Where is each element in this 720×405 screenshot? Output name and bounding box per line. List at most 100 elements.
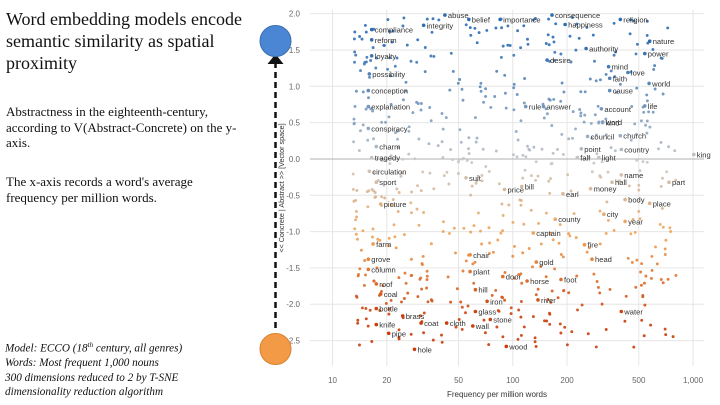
x-tick-label: 50 (454, 376, 463, 385)
data-point (407, 129, 411, 133)
data-point (506, 43, 510, 47)
data-point (391, 198, 395, 202)
data-point (571, 136, 574, 140)
data-point (356, 274, 360, 278)
y-tick-label: -1.5 (286, 264, 300, 273)
data-point (362, 283, 366, 287)
data-point (361, 229, 365, 233)
data-point (661, 92, 665, 96)
point-plant (468, 269, 472, 274)
data-point (559, 99, 563, 103)
data-point (567, 137, 571, 141)
data-point (592, 161, 596, 165)
data-point (664, 333, 668, 337)
data-point (407, 125, 411, 129)
data-point (509, 312, 513, 316)
data-point (361, 90, 365, 94)
point-label-head: head (595, 255, 612, 264)
point-iron (485, 299, 489, 304)
point-label-bottle: bottle (379, 305, 398, 314)
data-point (384, 120, 387, 124)
data-point (368, 75, 371, 79)
data-point (449, 148, 453, 152)
data-point (363, 23, 367, 27)
data-point (404, 89, 408, 93)
point-picture (378, 202, 383, 206)
data-point (572, 212, 576, 216)
point-label-iron: iron (490, 297, 503, 306)
point-label-suit: suit (469, 174, 482, 183)
x-tick-label: 20 (382, 376, 391, 385)
data-point (585, 25, 589, 29)
data-point (499, 231, 503, 235)
data-point (634, 285, 638, 289)
point-integrity (421, 23, 426, 28)
data-point (387, 236, 391, 240)
data-point (360, 37, 364, 41)
data-point (612, 53, 616, 57)
data-point (645, 93, 649, 97)
data-point (556, 147, 559, 151)
data-point (415, 100, 419, 104)
data-point (635, 158, 639, 162)
data-point (635, 258, 639, 262)
data-point (416, 38, 420, 42)
data-point (527, 247, 531, 250)
point-cause (607, 88, 612, 93)
point-belief (467, 17, 471, 22)
point-label-grove: grove (371, 255, 390, 264)
data-point (366, 324, 370, 328)
data-point (359, 248, 363, 252)
data-point (361, 123, 365, 127)
data-point (673, 149, 677, 153)
point-label-answer: answer (547, 103, 572, 112)
data-point (526, 144, 529, 148)
point-cloth (444, 321, 449, 325)
data-point (409, 201, 413, 205)
data-point (517, 308, 521, 312)
data-point (458, 78, 462, 81)
data-point (596, 104, 600, 108)
data-point (511, 254, 515, 258)
data-point (595, 152, 599, 156)
data-point (643, 303, 647, 307)
x-tick-label: 200 (560, 376, 574, 385)
point-brass (400, 314, 405, 318)
data-point (651, 110, 655, 114)
data-point (496, 238, 500, 242)
point-happiness (563, 22, 567, 27)
point-council (585, 134, 590, 139)
data-point (642, 281, 646, 285)
data-point (464, 23, 468, 27)
data-point (547, 43, 551, 47)
data-point (366, 138, 370, 142)
data-point (623, 319, 627, 323)
data-point (473, 116, 477, 120)
data-point (594, 345, 598, 349)
data-point (579, 111, 583, 115)
data-point (473, 26, 477, 30)
data-point (426, 300, 430, 304)
data-point (629, 70, 633, 74)
point-label-chair: chair (473, 251, 490, 260)
point-bottle (374, 306, 379, 311)
data-point (423, 46, 427, 49)
data-point (560, 81, 564, 85)
point-label-importance: importance (503, 15, 541, 24)
data-point (388, 29, 392, 33)
data-point (522, 222, 526, 226)
data-point (661, 225, 665, 229)
data-point (658, 222, 662, 226)
data-point (519, 300, 523, 303)
data-point (629, 138, 633, 142)
data-point (497, 309, 501, 313)
point-label-belief: belief (472, 15, 491, 24)
point-label-horse: horse (530, 277, 549, 286)
data-point (368, 308, 372, 312)
data-point (487, 226, 491, 230)
data-point (600, 302, 604, 306)
data-point (567, 232, 571, 236)
note-dims: 300 dimensions reduced to 2 by T-SNE (5, 371, 179, 384)
point-rule (523, 104, 528, 109)
data-point (624, 294, 628, 298)
